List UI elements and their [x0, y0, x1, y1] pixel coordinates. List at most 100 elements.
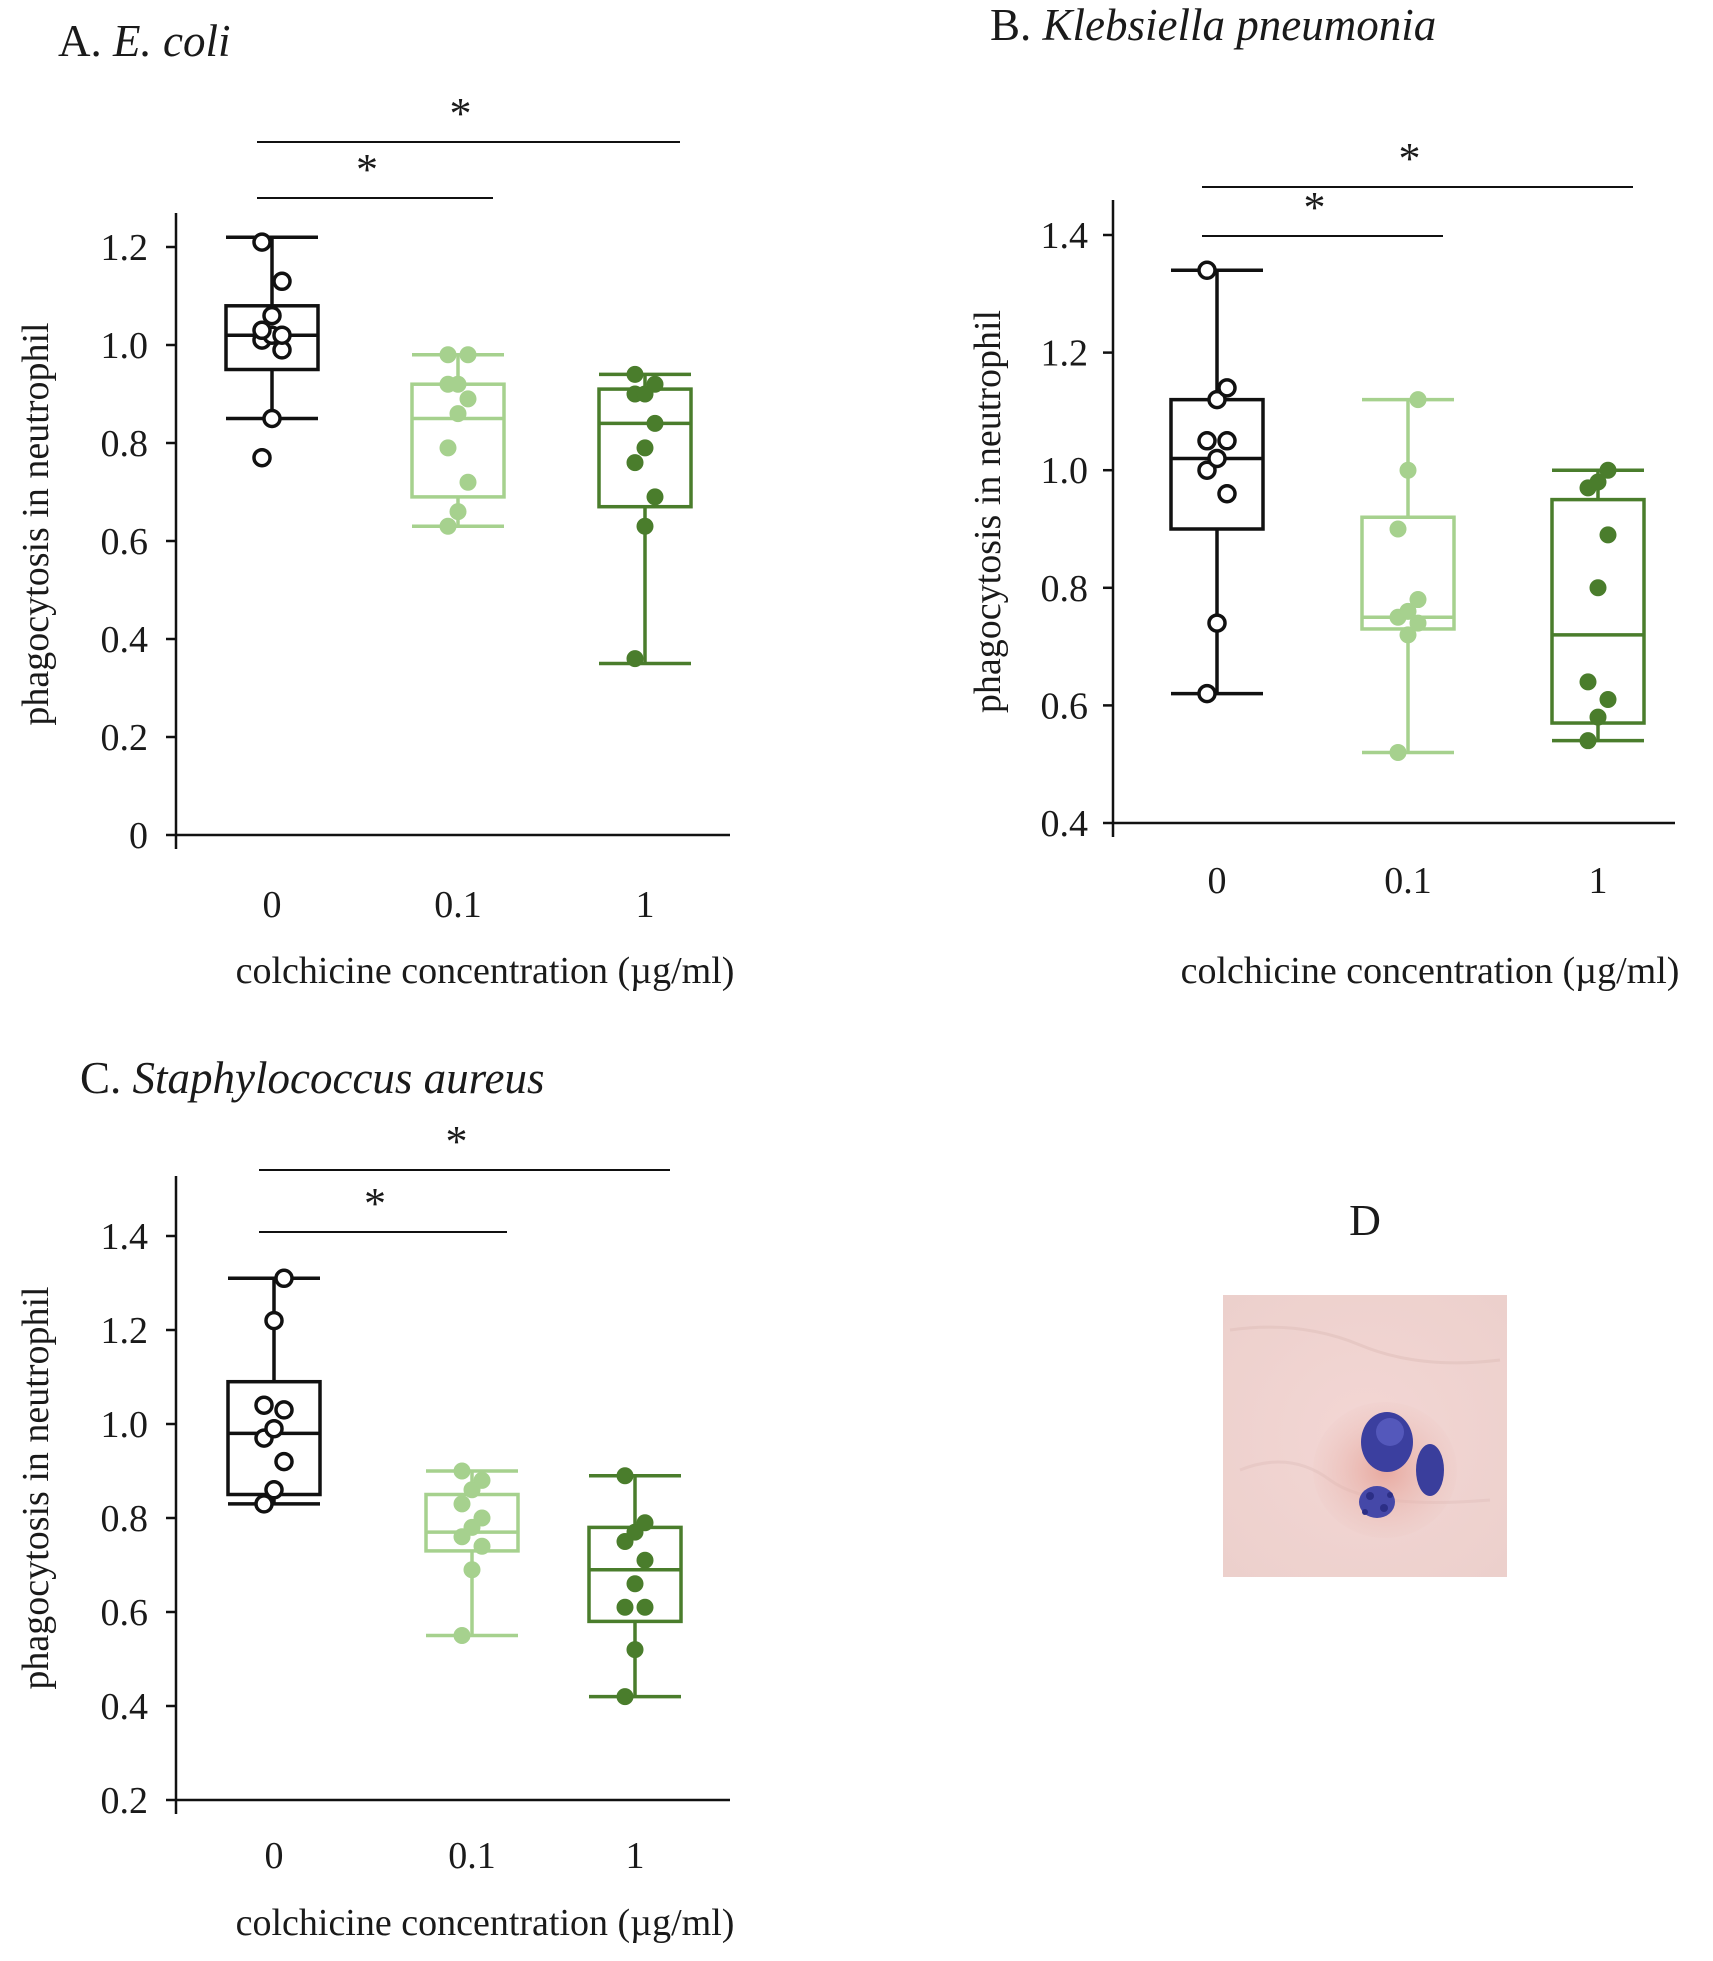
y-tick-label: 0: [129, 815, 148, 857]
panel-d-label: D: [1349, 1196, 1381, 1245]
y-tick-label: 0.4: [101, 1686, 149, 1728]
panel-a-chart: A. E. coli 0 0.2 0.4 0.6 0.8 1.0 1.2 0 0.1 1 colchi…: [15, 16, 734, 992]
box-iqr: [226, 1379, 322, 1497]
data-point: [1197, 260, 1217, 281]
data-point: [626, 1575, 644, 1593]
data-point: [449, 503, 467, 521]
data-point: [636, 1514, 654, 1532]
y-tick-label: 0.6: [1041, 685, 1089, 727]
data-point: [264, 1310, 284, 1331]
significance-star: *: [450, 89, 472, 138]
x-tick-label: 0: [1208, 860, 1227, 902]
x-tick-label: 1: [626, 1835, 645, 1877]
data-point: [1207, 613, 1227, 633]
x-tick-label: 0.1: [434, 884, 482, 926]
data-point: [262, 408, 282, 429]
data-point: [626, 650, 644, 668]
significance-star: *: [1399, 134, 1421, 183]
y-tick-label: 1.0: [101, 325, 149, 367]
panel-c-chart: C. Staphylococcus aureus 0.2 0.4 0.6 0.8 1.0 1…: [15, 1053, 734, 1944]
panel-b-title: B. Klebsiella pneumonia: [990, 0, 1436, 50]
box-group-0: [226, 1268, 322, 1514]
significance-star: *: [356, 145, 378, 194]
box-group-1: [587, 1467, 683, 1706]
data-point: [636, 439, 654, 457]
y-tick-label: 1.4: [101, 1216, 149, 1258]
data-point: [1579, 673, 1597, 691]
data-point: [254, 1395, 274, 1415]
data-point: [459, 390, 477, 408]
data-point: [264, 1418, 284, 1439]
panel-c-title: C. Staphylococcus aureus: [80, 1053, 545, 1103]
data-point: [439, 439, 457, 457]
y-tick-label: 1.4: [1041, 215, 1089, 257]
data-point: [272, 271, 292, 292]
data-point: [274, 1400, 294, 1420]
y-tick-label: 1.2: [101, 227, 149, 269]
data-point: [1599, 526, 1617, 544]
x-axis-label: colchicine concentration (µg/ml): [1181, 950, 1680, 992]
panel-title-prefix: C.: [80, 1053, 133, 1103]
x-tick-label: 0.1: [1384, 860, 1432, 902]
data-point: [1399, 602, 1417, 620]
box-group-0: [1169, 260, 1265, 704]
box-group-0: [224, 232, 320, 468]
data-point: [1589, 579, 1607, 597]
data-point: [262, 305, 282, 326]
panel-title-organism: Staphylococcus aureus: [133, 1053, 545, 1103]
data-point: [449, 405, 467, 423]
box-iqr: [587, 1525, 683, 1624]
significance-star: *: [1304, 183, 1326, 232]
data-point: [463, 1561, 481, 1579]
data-point: [636, 517, 654, 535]
data-point: [646, 488, 664, 506]
panel-title-organism: Klebsiella pneumonia: [1042, 0, 1437, 50]
data-point: [626, 365, 644, 383]
data-point: [1409, 614, 1427, 632]
data-point: [1197, 431, 1217, 451]
significance-star: *: [364, 1179, 386, 1228]
data-point: [1599, 691, 1617, 709]
data-point: [252, 447, 272, 468]
data-point: [1409, 391, 1427, 409]
box-group-0-1: [410, 346, 506, 535]
panel-title-prefix: A.: [58, 16, 113, 66]
box-iqr: [1550, 497, 1646, 725]
x-tick-label: 0.1: [448, 1835, 496, 1877]
x-axis-label: colchicine concentration (µg/ml): [236, 950, 735, 992]
box-iqr: [410, 382, 506, 499]
data-point: [1207, 389, 1227, 410]
y-tick-label: 1.2: [1041, 333, 1089, 375]
significance-star: *: [446, 1117, 468, 1166]
data-point: [616, 1467, 634, 1485]
data-point: [449, 375, 467, 393]
data-point: [626, 1641, 644, 1659]
data-point: [1389, 520, 1407, 538]
x-axis-label: colchicine concentration (µg/ml): [236, 1902, 735, 1944]
panel-d: D: [1223, 1196, 1507, 1577]
data-point: [1409, 591, 1427, 609]
data-point: [473, 1537, 491, 1555]
data-point: [1197, 460, 1217, 480]
y-tick-label: 0.2: [101, 1780, 149, 1822]
x-tick-label: 0: [265, 1835, 284, 1877]
box-group-1: [597, 365, 693, 668]
y-tick-label: 1.0: [101, 1404, 149, 1446]
data-point: [453, 1495, 471, 1513]
data-point: [1589, 473, 1607, 491]
data-point: [264, 1480, 284, 1500]
x-tick-label: 1: [636, 884, 655, 926]
data-point: [1399, 461, 1417, 479]
panel-a-title: A. E. coli: [58, 16, 230, 66]
y-tick-label: 0.6: [101, 521, 149, 563]
y-tick-label: 0.4: [1041, 803, 1089, 845]
data-point: [473, 1471, 491, 1489]
box-group-1: [1550, 461, 1646, 750]
data-point: [636, 1598, 654, 1616]
panel-title-organism: E. coli: [112, 16, 230, 66]
data-point: [646, 414, 664, 432]
y-axis-label: phagocytosis in neutrophil: [15, 322, 57, 725]
y-tick-label: 0.8: [101, 423, 149, 465]
panel-b-chart: B. Klebsiella pneumonia 0.4 0.6 0.8 1.0 1.2 1.…: [967, 0, 1679, 992]
